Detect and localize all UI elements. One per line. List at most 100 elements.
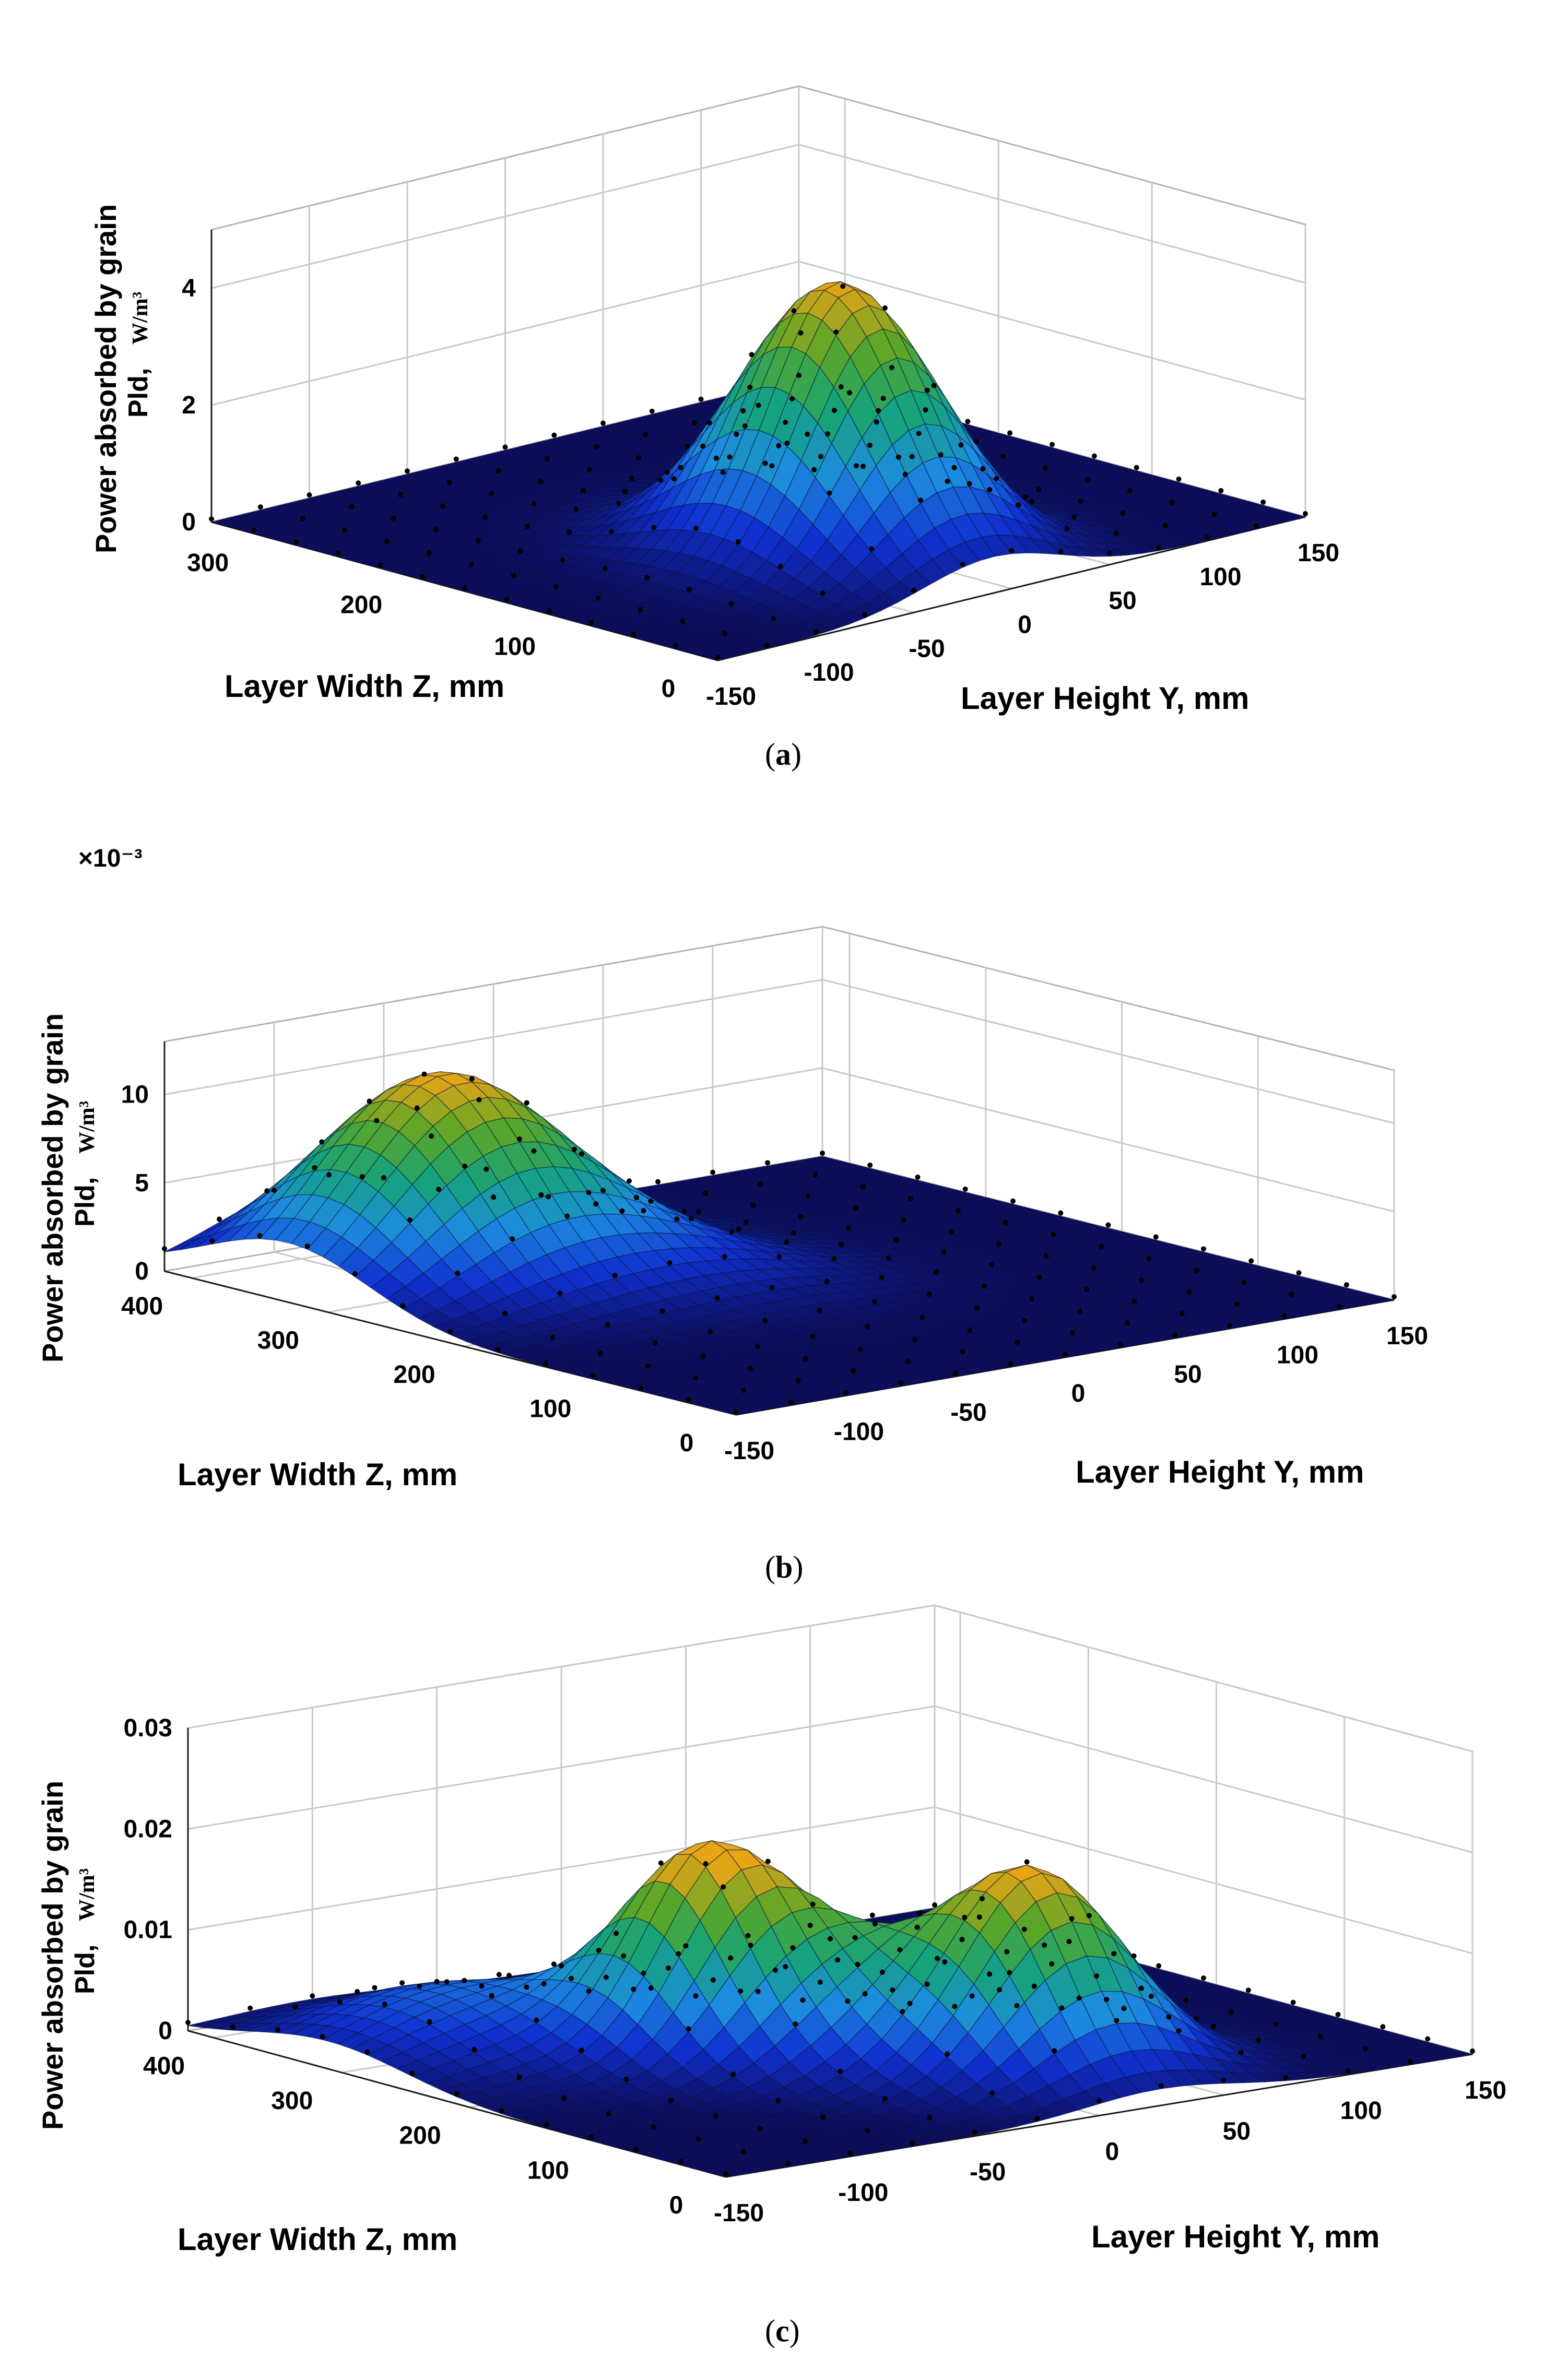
panel-a-sample-point [740, 408, 746, 413]
panel-a-sample-point [1078, 499, 1083, 504]
panel-b-sample-point [641, 1208, 646, 1214]
panel-c-sample-point [952, 2004, 958, 2009]
panel-b-sample-point [879, 1274, 885, 1280]
panel-a-sample-point [356, 480, 361, 486]
panel-b-sample-point [586, 1190, 592, 1195]
panel-a-value-label-units: W/m³ [128, 292, 152, 345]
panel-c-sample-point [1094, 1973, 1099, 1979]
panel-c-sample-point [869, 1912, 875, 1918]
panel-b-sample-point [915, 1174, 921, 1180]
panel-c-sample-point [932, 1902, 937, 1908]
panel-b-sample-point [264, 1188, 270, 1194]
panel-c-sample-point [1131, 1953, 1137, 1959]
panel-b-sample-point [359, 1174, 365, 1179]
panel-b-sample-point [436, 1187, 441, 1192]
panel-b-sample-point [867, 1162, 873, 1168]
panel-c-sample-point [696, 2136, 701, 2142]
panel-c-sample-point [710, 1977, 716, 1983]
panel-a-sample-point [1260, 499, 1266, 505]
panel-b-sample-point [381, 1175, 386, 1181]
panel-b-sample-point [872, 1299, 877, 1305]
panel-a-sample-point [588, 620, 594, 625]
panel-b-sample-point [491, 1194, 496, 1200]
panel-b-sample-point [857, 1346, 863, 1352]
panel-b-sample-point [810, 1333, 816, 1339]
panel-a-sample-point [573, 506, 579, 512]
panel-b-sample-point [469, 1076, 475, 1082]
panel-a-sample-point [1127, 488, 1133, 494]
panel-a-sample-point [496, 468, 501, 473]
panel-c-sample-point [997, 1987, 1003, 1993]
panel-a-sample-point [453, 456, 459, 462]
panel-c-sample-point [434, 1979, 440, 1984]
panel-c-sample-point [569, 1975, 574, 1981]
panel-a-sample-point [482, 514, 488, 520]
panel-c-sample-point [668, 2098, 674, 2103]
panel-b-sample-point [517, 1136, 522, 1142]
panel-b-sample-point [495, 1347, 501, 1353]
panel-c-sample-point [1221, 2077, 1227, 2083]
panel-b-sample-point [367, 1098, 372, 1104]
panel-c-sample-point [444, 1979, 450, 1985]
panel-a-sample-point [728, 601, 734, 607]
panel-a-sample-point [616, 501, 621, 506]
panel-b-sample-point [1069, 1330, 1075, 1335]
panel-a-value-label-line1: Power absorbed by grain [89, 204, 122, 553]
panel-c-sample-point [382, 2002, 387, 2007]
panel-b-sample-point [564, 1213, 570, 1219]
panel-b-sample-point [1058, 1210, 1064, 1216]
panel-c-sample-point [807, 1923, 813, 1928]
panel-a-y-tick-label: -100 [804, 659, 854, 686]
panel-b-sample-point [776, 1254, 782, 1260]
panel-a-sample-point [771, 615, 776, 621]
panel-a-sample-point [764, 642, 770, 648]
panel-a-sample-point [1162, 523, 1168, 528]
panel-b-sample-point [1186, 1289, 1192, 1295]
panel-a-sample-point [1091, 453, 1097, 459]
panel-b-sample-point [667, 1260, 673, 1265]
panel-a-sample-point [440, 503, 445, 509]
panel-c-sample-point [1059, 2005, 1065, 2011]
panel-a-sample-point [700, 443, 705, 449]
panel-c-sample-point [1183, 1997, 1189, 2003]
panel-c-sample-point [865, 2128, 870, 2134]
panel-a-sample-point [987, 487, 993, 492]
panel-b-sample-point [572, 1146, 577, 1152]
panel-c-sample-point [872, 1921, 878, 1927]
panel-a-sample-point [1134, 465, 1139, 470]
panel-c-sample-point [516, 2074, 522, 2080]
panel-c-sample-point [979, 1896, 985, 1901]
panel-b-z-tick-label: 400 [121, 1293, 163, 1320]
panel-a-sample-point [880, 396, 886, 401]
panel-b-sample-point [1051, 1232, 1056, 1237]
panel-a-sample-point [706, 420, 712, 426]
panel-a-sample-point [874, 419, 879, 425]
panel-a-sample-point [860, 464, 866, 469]
panel-c-sample-point [292, 2004, 298, 2010]
panel-a-sample-point [833, 329, 839, 335]
panel-b-sample-point [795, 1378, 801, 1383]
panel-b-sample-point [839, 1241, 844, 1247]
panel-a-sample-point [567, 529, 572, 535]
panel-a-sample-point [427, 550, 432, 556]
panel-a-sample-point [680, 619, 686, 624]
panel-a-sample-point [720, 469, 726, 475]
panel-b-sample-point [1131, 1299, 1137, 1305]
panel-a-sample-point [1016, 502, 1021, 508]
panel-b-sample-point [627, 1178, 632, 1184]
panel-b-sample-point [638, 1385, 644, 1391]
panel-a-sample-point [698, 396, 704, 402]
panel-b-z-tick-label: 200 [394, 1361, 435, 1389]
panel-a-caption: (a) [765, 737, 801, 772]
panel-c-sample-point [1024, 1859, 1030, 1865]
panel-b-sample-point [209, 1238, 215, 1244]
panel-a-sample-point [1050, 442, 1055, 447]
panel-b-sample-point [579, 1151, 584, 1157]
panel-a-sample-point [1065, 526, 1070, 531]
panel-c-sample-point [890, 1987, 895, 1993]
panel-a-sample-point [664, 469, 670, 475]
panel-b-sample-point [956, 1207, 961, 1213]
panel-c-sample-point [541, 1981, 547, 1987]
panel-c-sample-point [310, 1993, 315, 1999]
